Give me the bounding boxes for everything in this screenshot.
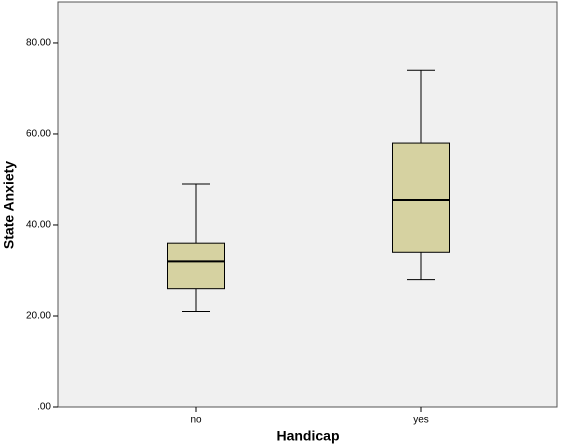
box [167,242,225,290]
x-tick-label: yes [413,415,429,426]
y-axis-title: State Anxiety [1,161,17,249]
box [392,142,450,253]
y-tick-label: 60.00 [26,129,51,140]
y-tick-label: 40.00 [26,220,51,231]
plot-area [57,1,558,408]
y-tick-label: .00 [37,402,51,413]
x-tick-label: no [190,415,202,426]
x-axis-title: Handicap [276,428,339,444]
y-tick-label: 80.00 [26,38,51,49]
y-tick-label: 20.00 [26,311,51,322]
